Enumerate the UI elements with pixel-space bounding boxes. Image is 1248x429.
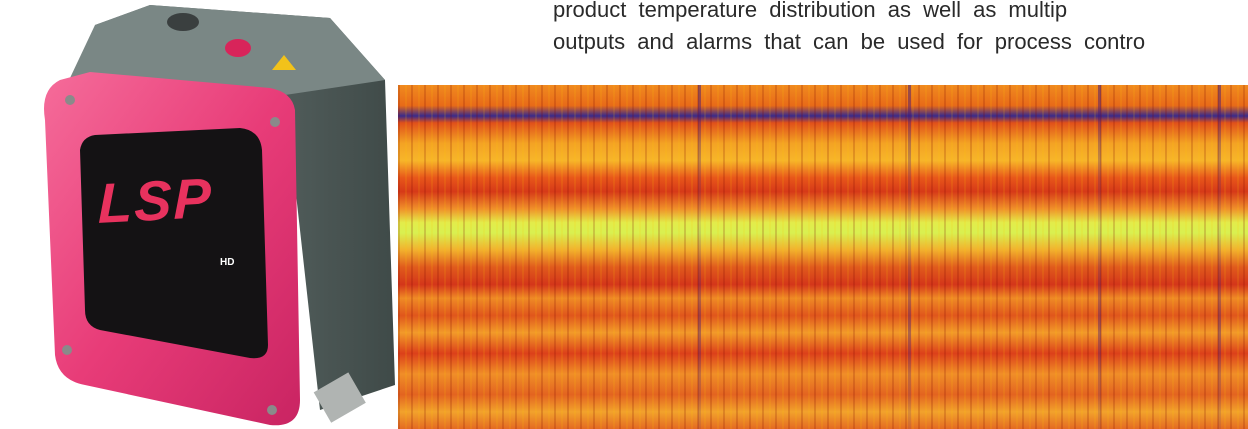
stripe [1218,85,1221,429]
warning-sign [272,55,296,70]
button [225,39,251,57]
device-image: LSP HD [44,5,395,426]
description-text: product temperature distribution as well… [553,0,1248,58]
stripe [1098,85,1101,429]
screw [62,345,72,355]
stripe [698,85,701,429]
logo-brand: LSP [98,166,213,235]
text-line: outputs and alarms that can be used for … [553,29,1146,54]
thermal-image [398,85,1248,429]
logo-model: HD [220,257,234,268]
window [80,128,268,359]
connector [167,13,199,31]
stripe [908,85,911,429]
text-line: product temperature distribution as well… [553,0,1068,22]
side-connector [313,372,366,423]
screw [270,117,280,127]
body-side [95,5,395,410]
screw [267,405,277,415]
screw [65,95,75,105]
